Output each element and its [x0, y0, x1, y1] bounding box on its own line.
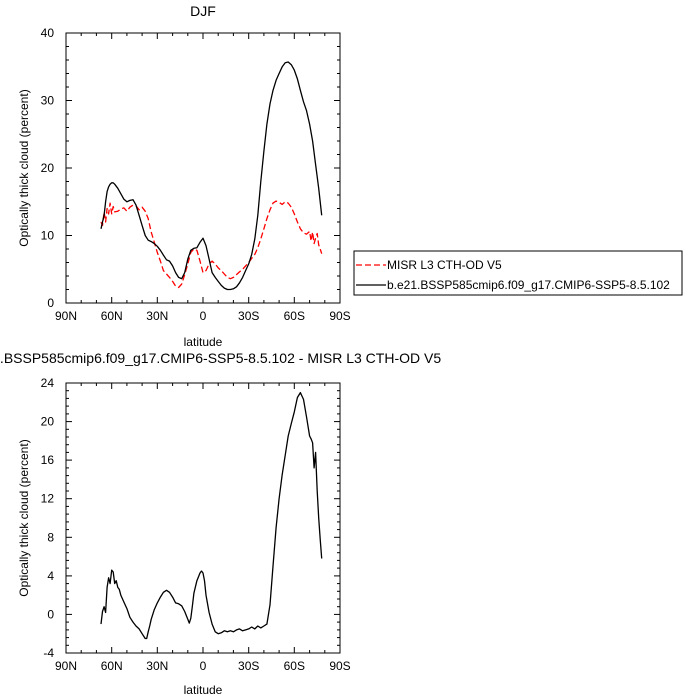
- bottom-y-tick-label: -4: [43, 646, 54, 660]
- panel-top: DJF 90N 60N 30N 0 30S 60S 90S 0 10 20 30 40 latitu…: [17, 3, 351, 349]
- bottom-plot-frame: [65, 382, 341, 654]
- top-x-ticks: 90N 60N 30N 0 30S 60S 90S: [55, 33, 351, 323]
- top-x-tick-label: 90N: [55, 309, 77, 323]
- bottom-x-tick-label: 90S: [329, 659, 350, 673]
- top-x-tick-label: 60S: [284, 309, 305, 323]
- top-chart-title: DJF: [190, 3, 216, 19]
- bottom-x-tick-label: 30N: [146, 659, 168, 673]
- top-y-tick-label: 30: [41, 94, 55, 108]
- bottom-x-tick-label: 0: [200, 659, 207, 673]
- top-series-line-misr: [100, 200, 323, 289]
- top-plot-frame: [65, 32, 341, 304]
- panel-bottom: b.e21.BSSP585cmip6.f09_g17.CMIP6-SSP5-8.…: [0, 350, 441, 697]
- bottom-x-tick-label: 30S: [238, 659, 259, 673]
- bottom-y-tick-label: 24: [41, 376, 55, 390]
- bottom-y-tick-label: 4: [47, 569, 54, 583]
- legend-label-model: b.e21.BSSP585cmip6.f09_g17.CMIP6-SSP5-8.…: [387, 278, 670, 292]
- top-y-axis-label: Optically thick cloud (percent): [17, 89, 31, 246]
- legend-label-misr: MISR L3 CTH-OD V5: [387, 258, 502, 272]
- bottom-x-tick-label: 60S: [284, 659, 305, 673]
- bottom-x-axis-label: latitude: [184, 683, 223, 697]
- top-series-line-model: [100, 61, 323, 291]
- bottom-y-axis-label: Optically thick cloud (percent): [17, 439, 31, 596]
- bottom-series-group: [100, 391, 323, 640]
- bottom-y-tick-label: 20: [41, 415, 55, 429]
- bottom-x-tick-label: 60N: [101, 659, 123, 673]
- top-series-group: [100, 61, 323, 291]
- bottom-y-tick-label: 16: [41, 453, 55, 467]
- top-x-tick-label: 60N: [101, 309, 123, 323]
- top-x-axis-label: latitude: [184, 335, 223, 349]
- legend-box: [353, 250, 683, 296]
- top-y-tick-label: 10: [41, 229, 55, 243]
- bottom-x-ticks: 90N 60N 30N 0 30S 60S 90S: [55, 383, 351, 673]
- top-x-tick-label: 0: [200, 309, 207, 323]
- top-y-tick-label: 20: [41, 161, 55, 175]
- top-y-ticks: 0 10 20 30 40: [41, 26, 340, 310]
- bottom-chart-title: b.e21.BSSP585cmip6.f09_g17.CMIP6-SSP5-8.…: [0, 350, 441, 366]
- bottom-y-ticks: -4 0 4 8 12 16 20 24: [41, 376, 340, 660]
- top-x-tick-label: 30S: [238, 309, 259, 323]
- bottom-y-tick-label: 0: [47, 607, 54, 621]
- top-x-tick-label: 90S: [329, 309, 350, 323]
- top-x-tick-label: 30N: [146, 309, 168, 323]
- bottom-y-tick-label: 12: [41, 492, 55, 506]
- bottom-y-tick-label: 8: [47, 530, 54, 544]
- top-y-tick-label: 0: [47, 296, 54, 310]
- bottom-series-line-difference: [100, 391, 323, 640]
- bottom-x-tick-label: 90N: [55, 659, 77, 673]
- top-y-tick-label: 40: [41, 26, 55, 40]
- legend: MISR L3 CTH-OD V5 b.e21.BSSP585cmip6.f09…: [353, 250, 683, 296]
